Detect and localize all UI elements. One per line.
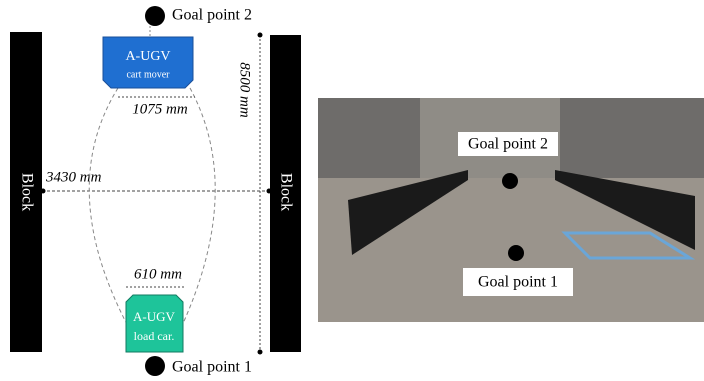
goal-label: Goal point 1 xyxy=(172,359,252,376)
dot xyxy=(258,350,263,355)
path xyxy=(180,88,215,330)
dimension-label: 1075 mm xyxy=(132,101,188,117)
dot xyxy=(267,189,272,194)
goal-label: Goal point 2 xyxy=(172,7,252,24)
vehicle-subtitle: load car. xyxy=(134,329,175,343)
vehicle-name: A-UGV xyxy=(125,49,170,64)
dot xyxy=(41,189,46,194)
photo: Goal point 2 Goal point 1 xyxy=(318,98,704,322)
dot xyxy=(258,33,263,38)
dimension-label: 610 mm xyxy=(134,266,182,282)
figure: Block Block 3430 mm 8500 mm Goal point 2… xyxy=(0,0,704,381)
goal-label: Goal point 2 xyxy=(468,136,548,153)
goal-marker xyxy=(508,245,524,261)
block-label: Block xyxy=(18,173,35,211)
goal-marker xyxy=(145,6,165,26)
goal-marker xyxy=(145,356,165,376)
path xyxy=(89,88,130,330)
dimension-label: 8500 mm xyxy=(237,62,253,118)
layout-diagram: Block Block 3430 mm 8500 mm Goal point 2… xyxy=(10,6,301,376)
vehicle-name: A-UGV xyxy=(133,309,175,324)
block-label: Block xyxy=(277,173,294,211)
dimension-label: 3430 mm xyxy=(45,169,102,185)
goal-label: Goal point 1 xyxy=(478,274,558,291)
vehicle-subtitle: cart mover xyxy=(126,69,170,80)
goal-marker xyxy=(502,173,518,189)
